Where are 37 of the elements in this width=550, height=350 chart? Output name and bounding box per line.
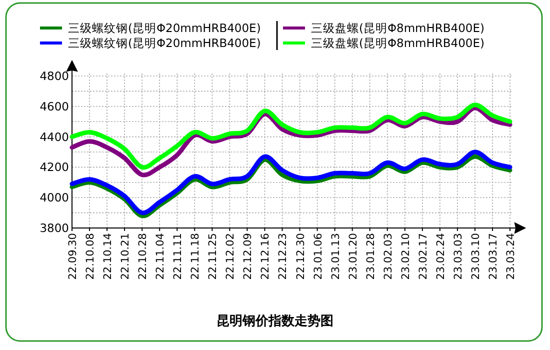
x-tick-label: 22.12.09 bbox=[242, 233, 254, 280]
x-tick-label: 23.03.10 bbox=[470, 233, 482, 280]
x-tick-label: 23.03.03 bbox=[452, 233, 464, 280]
x-tick-label: 23.03.24 bbox=[505, 232, 517, 280]
x-tick-label: 23.01.13 bbox=[330, 233, 342, 280]
x-tick-label: 22.11.18 bbox=[190, 233, 202, 280]
x-tick-label: 23.01.06 bbox=[312, 232, 324, 280]
x-tick-label: 22.12.30 bbox=[294, 233, 307, 280]
y-tick-label: 4200 bbox=[40, 160, 69, 174]
legend-label: 三级螺纹钢(昆明Φ20mmHRB400E) bbox=[68, 36, 261, 50]
y-tick-label: 4800 bbox=[40, 69, 69, 83]
x-tick-label: 22.12.23 bbox=[277, 233, 290, 280]
x-tick-label: 22.10.28 bbox=[137, 233, 150, 280]
text: 昆明钢价指数走势图 bbox=[216, 313, 334, 329]
x-tick-label: 23.01.28 bbox=[364, 233, 377, 280]
x-tick-label: 23.02.10 bbox=[400, 233, 412, 280]
x-tick-label: 22.09.30 bbox=[67, 233, 79, 280]
x-tick-label: 22.11.04 bbox=[154, 232, 167, 280]
x-tick-label: 23.03.17 bbox=[487, 233, 500, 280]
y-tick-label: 4400 bbox=[40, 130, 69, 144]
x-tick-label: 22.10.14 bbox=[102, 232, 114, 280]
y-tick-label: 3800 bbox=[40, 221, 69, 235]
x-tick-label: 22.12.02 bbox=[224, 233, 237, 280]
legend-label: 三级螺纹钢(昆明Φ20mmHRB400E) bbox=[68, 21, 261, 35]
legend-label: 三级盘螺(昆明Φ8mmHRB400E) bbox=[311, 21, 484, 35]
x-tick-label: 23.02.03 bbox=[382, 233, 394, 280]
y-tick-label: 4000 bbox=[40, 190, 69, 205]
legend-label: 三级盘螺(昆明Φ8mmHRB400E) bbox=[311, 36, 484, 50]
x-tick-label: 22.11.25 bbox=[207, 233, 220, 280]
x-tick-label: 22.12.16 bbox=[260, 232, 272, 280]
x-tick-label: 23.01.20 bbox=[347, 233, 360, 280]
x-tick-label: 22.10.08 bbox=[84, 233, 97, 280]
x-tick-label: 22.11.11 bbox=[172, 233, 184, 280]
x-tick-label: 22.10.21 bbox=[120, 233, 132, 280]
x-tick-label: 23.02.17 bbox=[417, 233, 430, 280]
y-tick-label: 4600 bbox=[40, 99, 69, 114]
x-tick-label: 23.02.24 bbox=[434, 232, 447, 280]
